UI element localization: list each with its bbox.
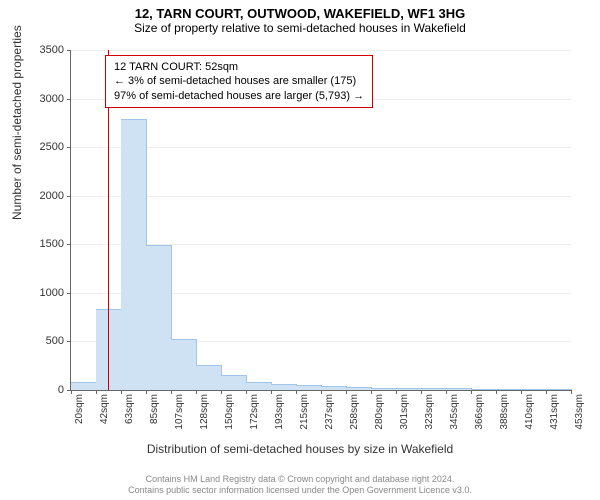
- histogram-bar: [171, 339, 197, 391]
- x-tick-label: 128sqm: [199, 394, 210, 430]
- x-tick-label: 345sqm: [449, 394, 460, 430]
- y-tick-mark: [67, 244, 71, 245]
- x-tick-label: 193sqm: [274, 394, 285, 430]
- x-axis-title: Distribution of semi-detached houses by …: [0, 442, 600, 456]
- histogram-bar: [121, 119, 147, 390]
- page-subtitle: Size of property relative to semi-detach…: [0, 21, 600, 35]
- histogram-bar: [321, 386, 347, 390]
- x-tick-label: 237sqm: [324, 394, 335, 430]
- x-tick-mark: [571, 390, 572, 394]
- y-tick-label: 2500: [24, 141, 64, 153]
- footer-line: Contains HM Land Registry data © Crown c…: [0, 474, 600, 485]
- x-tick-mark: [121, 390, 122, 394]
- histogram-bar: [496, 389, 522, 390]
- x-tick-mark: [321, 390, 322, 394]
- y-tick-label: 500: [24, 335, 64, 347]
- x-tick-mark: [96, 390, 97, 394]
- histogram-bar: [521, 389, 547, 390]
- x-tick-label: 323sqm: [424, 394, 435, 430]
- x-tick-mark: [446, 390, 447, 394]
- x-tick-label: 20sqm: [74, 394, 85, 424]
- histogram-bar: [146, 245, 172, 390]
- y-tick-label: 3500: [24, 44, 64, 56]
- x-tick-mark: [196, 390, 197, 394]
- y-tick-mark: [67, 50, 71, 51]
- y-tick-mark: [67, 147, 71, 148]
- y-tick-label: 1500: [24, 238, 64, 250]
- x-tick-mark: [221, 390, 222, 394]
- histogram-bar: [471, 389, 497, 390]
- gridline: [71, 50, 571, 51]
- page-title: 12, TARN COURT, OUTWOOD, WAKEFIELD, WF1 …: [0, 6, 600, 21]
- annotation-box: 12 TARN COURT: 52sqm ← 3% of semi-detach…: [105, 55, 373, 108]
- annotation-line: 12 TARN COURT: 52sqm: [114, 60, 364, 74]
- y-tick-mark: [67, 196, 71, 197]
- histogram-bar: [221, 375, 247, 390]
- x-tick-mark: [396, 390, 397, 394]
- x-tick-label: 366sqm: [474, 394, 485, 430]
- x-tick-label: 42sqm: [99, 394, 110, 424]
- histogram-bar: [396, 388, 422, 390]
- x-tick-label: 63sqm: [124, 394, 135, 424]
- x-tick-mark: [271, 390, 272, 394]
- x-tick-label: 453sqm: [574, 394, 585, 430]
- x-tick-label: 107sqm: [174, 394, 185, 430]
- y-tick-label: 2000: [24, 190, 64, 202]
- annotation-line: 97% of semi-detached houses are larger (…: [114, 89, 364, 103]
- x-tick-mark: [246, 390, 247, 394]
- x-tick-label: 431sqm: [549, 394, 560, 430]
- x-tick-mark: [346, 390, 347, 394]
- y-tick-mark: [67, 341, 71, 342]
- x-tick-mark: [71, 390, 72, 394]
- x-tick-mark: [496, 390, 497, 394]
- histogram-bar: [196, 365, 222, 390]
- histogram-bar: [371, 388, 397, 390]
- x-tick-mark: [471, 390, 472, 394]
- x-tick-mark: [546, 390, 547, 394]
- histogram-bar: [446, 388, 472, 390]
- x-tick-label: 150sqm: [224, 394, 235, 430]
- x-tick-mark: [521, 390, 522, 394]
- y-tick-label: 0: [24, 384, 64, 396]
- histogram-bar: [346, 387, 372, 390]
- histogram-bar: [546, 389, 572, 390]
- x-tick-label: 410sqm: [524, 394, 535, 430]
- histogram-bar: [296, 385, 322, 390]
- y-tick-mark: [67, 293, 71, 294]
- x-tick-mark: [146, 390, 147, 394]
- histogram-bar: [96, 309, 122, 390]
- x-tick-mark: [421, 390, 422, 394]
- x-tick-label: 258sqm: [349, 394, 360, 430]
- x-tick-label: 85sqm: [149, 394, 160, 424]
- x-tick-label: 280sqm: [374, 394, 385, 430]
- y-tick-label: 1000: [24, 287, 64, 299]
- x-tick-label: 301sqm: [399, 394, 410, 430]
- histogram-bar: [271, 384, 297, 390]
- footer: Contains HM Land Registry data © Crown c…: [0, 474, 600, 496]
- y-tick-mark: [67, 99, 71, 100]
- histogram-bar: [246, 382, 272, 390]
- x-tick-mark: [371, 390, 372, 394]
- x-tick-label: 388sqm: [499, 394, 510, 430]
- x-tick-label: 172sqm: [249, 394, 260, 430]
- x-tick-mark: [171, 390, 172, 394]
- x-tick-mark: [296, 390, 297, 394]
- histogram-bar: [421, 388, 447, 390]
- y-tick-label: 3000: [24, 93, 64, 105]
- annotation-line: ← 3% of semi-detached houses are smaller…: [114, 74, 364, 88]
- y-axis-title: Number of semi-detached properties: [10, 25, 24, 220]
- histogram-bar: [71, 382, 97, 390]
- x-tick-label: 215sqm: [299, 394, 310, 430]
- footer-line: Contains public sector information licen…: [0, 485, 600, 496]
